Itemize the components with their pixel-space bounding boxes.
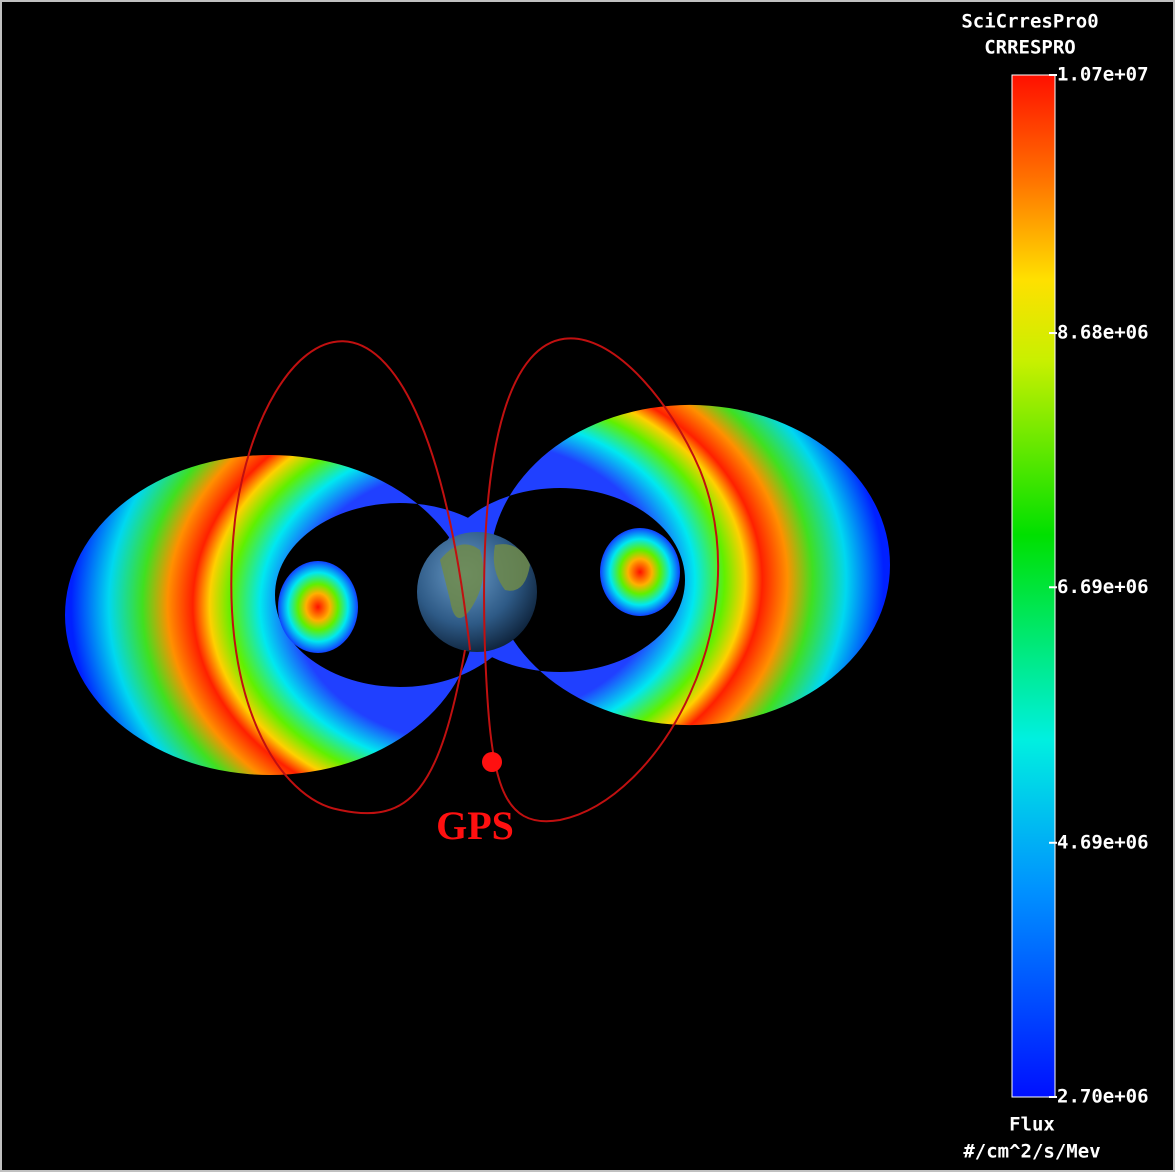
tick-label: 1.07e+07 (1057, 64, 1149, 86)
tick-label: 2.70e+06 (1057, 1086, 1149, 1108)
colorbar-unit: #/cm^2/s/Mev (963, 1141, 1100, 1163)
viewer: GPS SciCrresPro0 CRRESPRO Flux #/cm^2/s/… (0, 0, 1175, 1172)
colorbar-title: SciCrresPro0 (961, 11, 1098, 33)
colorbar (1012, 75, 1055, 1097)
tick-label: 6.69e+06 (1057, 576, 1149, 598)
inner-belt-right (600, 528, 680, 616)
tick-label: 8.68e+06 (1057, 322, 1149, 344)
colorbar-title: CRRESPRO (984, 37, 1076, 59)
page: GPS SciCrresPro0 CRRESPRO Flux #/cm^2/s/… (0, 0, 1175, 1172)
colorbar-label: Flux (1009, 1114, 1055, 1136)
satellite-label: GPS (436, 803, 514, 848)
tick-label: 4.69e+06 (1057, 831, 1149, 853)
satellite (482, 752, 502, 772)
inner-belt-left (278, 561, 358, 653)
